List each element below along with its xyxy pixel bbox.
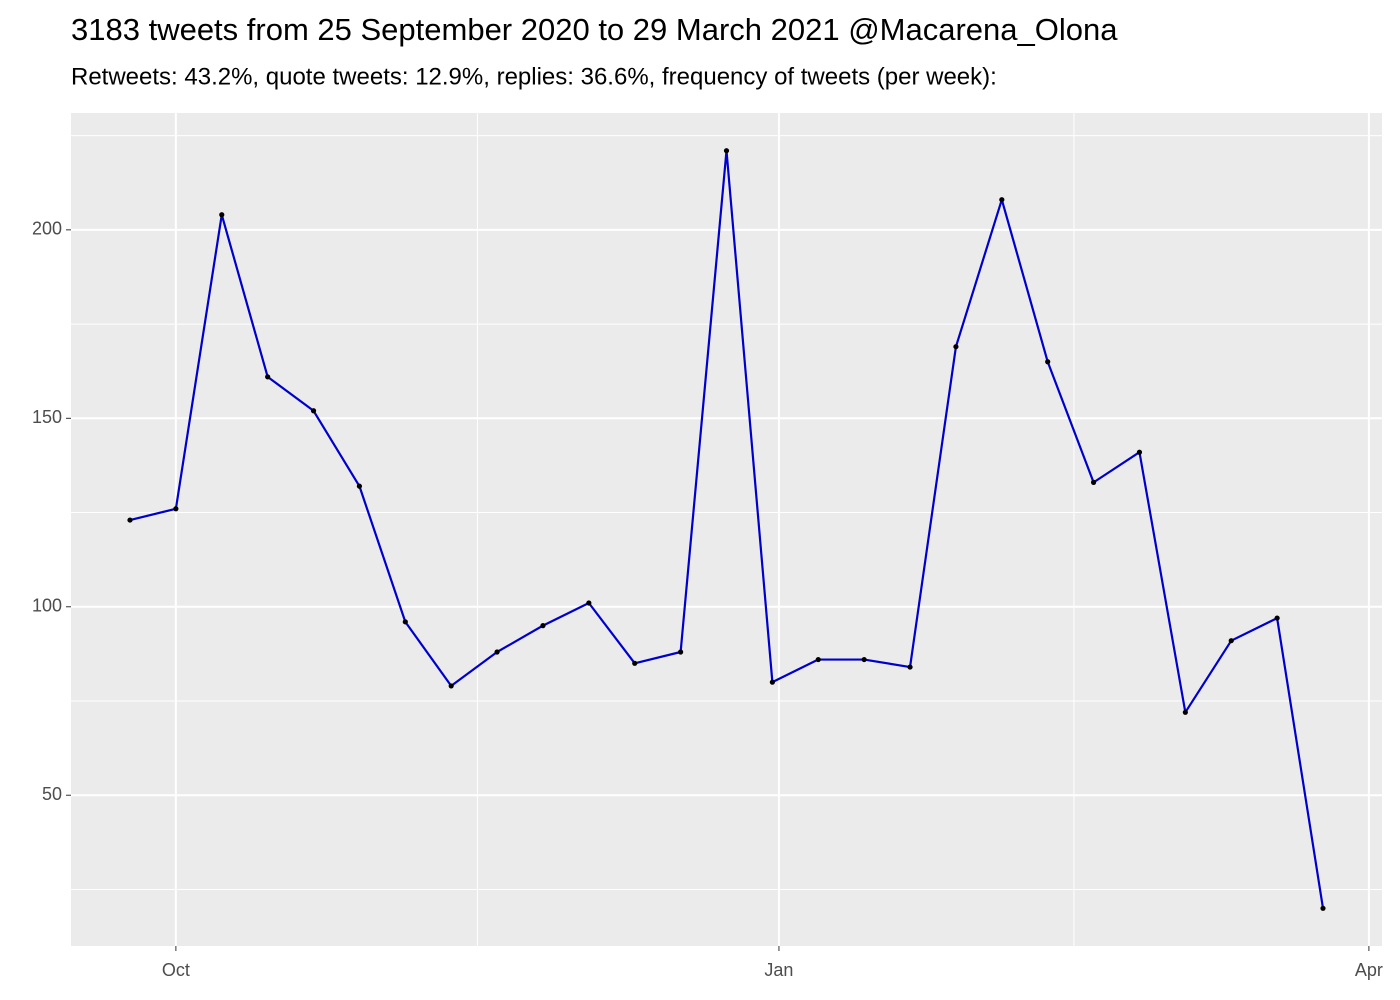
x-tick-label: Oct (162, 960, 190, 980)
x-tick-label: Jan (764, 960, 793, 980)
y-tick-label: 50 (42, 784, 62, 804)
x-tick-label: Apr (1355, 960, 1383, 980)
data-point (1182, 709, 1188, 715)
data-point (310, 408, 317, 414)
data-point (723, 148, 730, 154)
data-point (173, 506, 179, 512)
y-tick-label: 150 (32, 407, 62, 427)
data-point (1090, 479, 1097, 485)
data-point (494, 649, 500, 655)
data-point (1274, 615, 1280, 621)
data-point (127, 517, 133, 523)
data-point (1045, 359, 1051, 365)
y-tick-label: 200 (32, 219, 62, 239)
data-point (219, 212, 225, 218)
data-point (678, 649, 684, 655)
data-point (815, 656, 821, 663)
data-point (1228, 638, 1234, 644)
plot-panel (71, 113, 1382, 946)
data-point (953, 344, 959, 350)
data-point (586, 600, 592, 606)
data-point (356, 483, 363, 489)
y-tick-label: 100 (32, 596, 62, 616)
data-point (907, 664, 913, 670)
data-point (1320, 905, 1326, 911)
data-point (402, 619, 408, 625)
data-point (265, 374, 271, 380)
data-point (1136, 449, 1143, 455)
data-point (448, 683, 454, 689)
data-point (861, 656, 867, 663)
data-point (999, 197, 1005, 203)
data-point (540, 623, 546, 629)
chart-title: 3183 tweets from 25 September 2020 to 29… (71, 12, 1118, 47)
chart-subtitle: Retweets: 43.2%, quote tweets: 12.9%, re… (71, 63, 997, 90)
data-point (769, 679, 775, 685)
data-point (632, 660, 638, 666)
